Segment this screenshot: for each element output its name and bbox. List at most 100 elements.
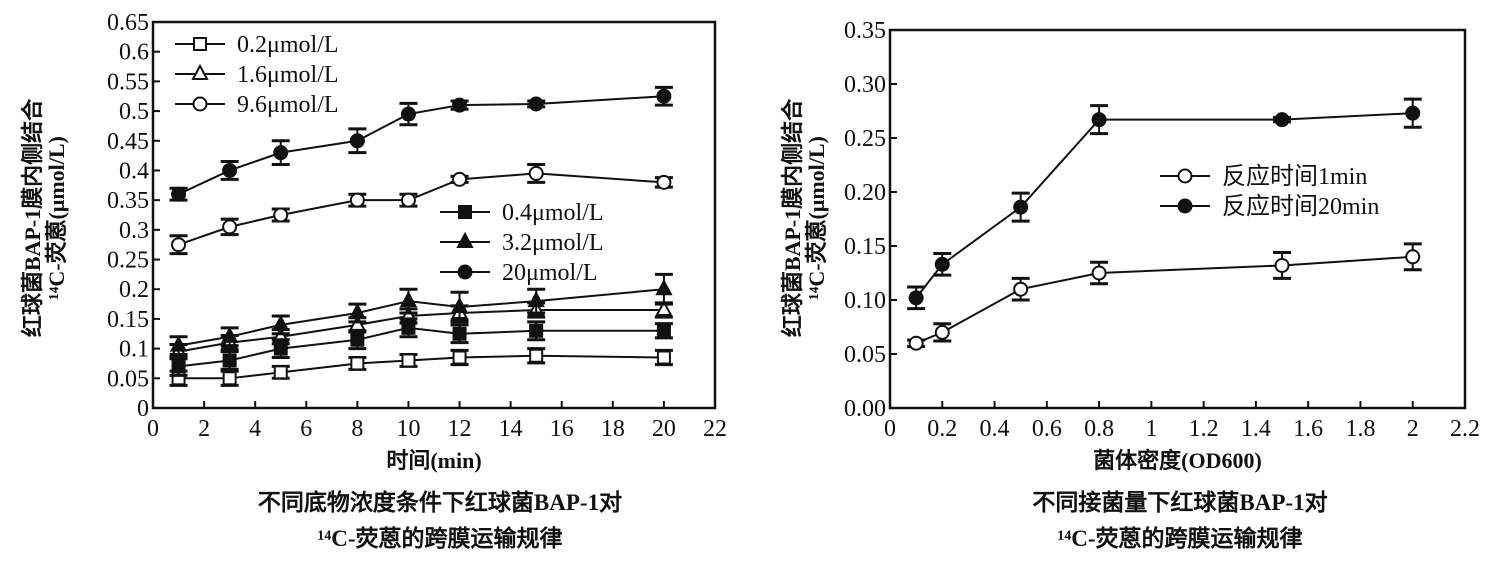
chart-1: 0 2 4 6 8 10 12 14 16 18 20 22 0 0.05 0.1 0.15 0.2 0.25 0.… <box>20 10 727 551</box>
data-point <box>656 323 671 338</box>
legend-marker <box>1177 198 1193 214</box>
data-point <box>908 290 924 306</box>
x-tick-label: 12 <box>448 416 472 442</box>
data-point <box>349 192 365 208</box>
data-point <box>1405 249 1421 265</box>
x-tick-label: 18 <box>601 416 625 442</box>
data-point <box>1274 257 1290 273</box>
legend-label: 20μmol/L <box>502 260 598 286</box>
legend-label: 9.6μmol/L <box>237 92 339 118</box>
legend-label: 反应时间20min <box>1222 193 1379 220</box>
legend-label: 0.2μmol/L <box>237 32 339 58</box>
data-point <box>222 162 238 178</box>
y-tick-label: 0.35 <box>844 18 886 44</box>
data-point <box>1013 199 1029 215</box>
legend-label: 1.6μmol/L <box>237 62 339 88</box>
y-tick-label: 0.55 <box>107 69 149 95</box>
y-tick-label: 0.10 <box>844 288 886 314</box>
x-tick-label: 0.8 <box>1084 416 1114 442</box>
data-point <box>222 353 237 368</box>
y-tick-label: 0.25 <box>107 248 149 274</box>
data-point <box>273 207 289 223</box>
series-line <box>178 309 664 353</box>
data-point <box>350 356 365 371</box>
data-point <box>169 335 188 352</box>
chart-title-line2: ¹⁴C-荧蒽的跨膜运输规律 <box>317 525 562 551</box>
data-point <box>171 359 186 374</box>
x-tick-label: 22 <box>703 416 727 442</box>
x-tick-label: 10 <box>396 416 420 442</box>
x-tick-label: 16 <box>550 416 574 442</box>
y-tick-label: 0.25 <box>844 126 886 152</box>
x-tick-label: 6 <box>300 416 312 442</box>
series-line <box>178 95 664 196</box>
data-point <box>452 171 468 187</box>
data-point <box>349 133 365 149</box>
x-tick-label: 8 <box>351 416 363 442</box>
x-tick-label: 0.2 <box>927 416 957 442</box>
plot-frame <box>151 20 717 410</box>
data-point <box>273 145 289 161</box>
x-tick-label: 1.8 <box>1345 416 1375 442</box>
x-tick-label: 2.2 <box>1450 416 1480 442</box>
data-point <box>528 96 544 112</box>
series-9.6μmol/L <box>169 163 673 256</box>
chart-title: 不同接菌量下红球菌BAP-1对 <box>1032 489 1327 515</box>
y-axis-label-line2: ¹⁴C-荧蒽(μmol/L) <box>44 136 69 300</box>
data-point <box>452 350 467 365</box>
data-point <box>934 324 950 340</box>
data-point <box>401 353 416 368</box>
data-point <box>1091 112 1107 128</box>
x-tick-label: 20 <box>652 416 676 442</box>
y-tick-label: 0.35 <box>107 188 149 214</box>
y-axis-label-line2: ¹⁴C-荧蒽(μmol/L) <box>804 136 829 300</box>
series-0.4μmol/L <box>169 317 673 377</box>
data-point <box>452 97 468 113</box>
data-point <box>1013 281 1029 297</box>
legend-marker <box>458 205 472 219</box>
series-line <box>178 288 665 347</box>
x-tick-label: 0 <box>147 416 159 442</box>
data-point <box>529 323 544 338</box>
x-tick-label: 1.4 <box>1241 416 1271 442</box>
y-tick-label: 0.05 <box>107 366 149 392</box>
y-tick-label: 0.00 <box>844 396 886 422</box>
x-tick-label: 0.6 <box>1032 416 1062 442</box>
data-point <box>655 279 673 296</box>
data-point <box>348 302 367 319</box>
y-axis-label: 红球菌BAP-1膜内侧结合 <box>20 98 45 337</box>
x-tick-label: 1 <box>1145 416 1157 442</box>
legend-marker <box>456 231 474 248</box>
y-tick-label: 0.4 <box>119 158 149 184</box>
legend-marker <box>193 37 207 51</box>
data-point <box>400 106 416 122</box>
x-tick-label: 14 <box>499 416 523 442</box>
data-point <box>350 332 365 347</box>
y-tick-label: 0.15 <box>107 307 149 333</box>
chart-title-line2: ¹⁴C-荧蒽的跨膜运输规律 <box>1057 525 1302 551</box>
data-point <box>400 192 416 208</box>
series-反应时间20min <box>907 97 1422 311</box>
y-tick-label: 0.1 <box>119 337 149 363</box>
data-point <box>527 290 545 308</box>
data-point <box>656 350 671 365</box>
data-point <box>1405 105 1421 121</box>
data-point <box>272 314 290 331</box>
data-point <box>934 256 950 272</box>
y-axis-label: 红球菌BAP-1膜内侧结合 <box>780 98 805 337</box>
data-point <box>401 320 416 335</box>
y-tick-label: 0.2 <box>119 277 149 303</box>
data-point <box>529 348 544 363</box>
y-tick-label: 0.30 <box>844 72 886 98</box>
y-tick-label: 0.6 <box>119 40 149 66</box>
legend-1: 0.2μmol/L 1.6μmol/L 9.6μmol/L <box>175 32 339 118</box>
y-tick-label: 0.05 <box>844 342 886 368</box>
series-0.2μmol/L <box>169 347 673 387</box>
legend-marker <box>192 96 208 112</box>
x-tick-label: 1.6 <box>1293 416 1323 442</box>
data-point <box>171 186 187 202</box>
data-point <box>399 290 418 308</box>
data-point <box>528 165 544 181</box>
data-point <box>655 299 673 317</box>
